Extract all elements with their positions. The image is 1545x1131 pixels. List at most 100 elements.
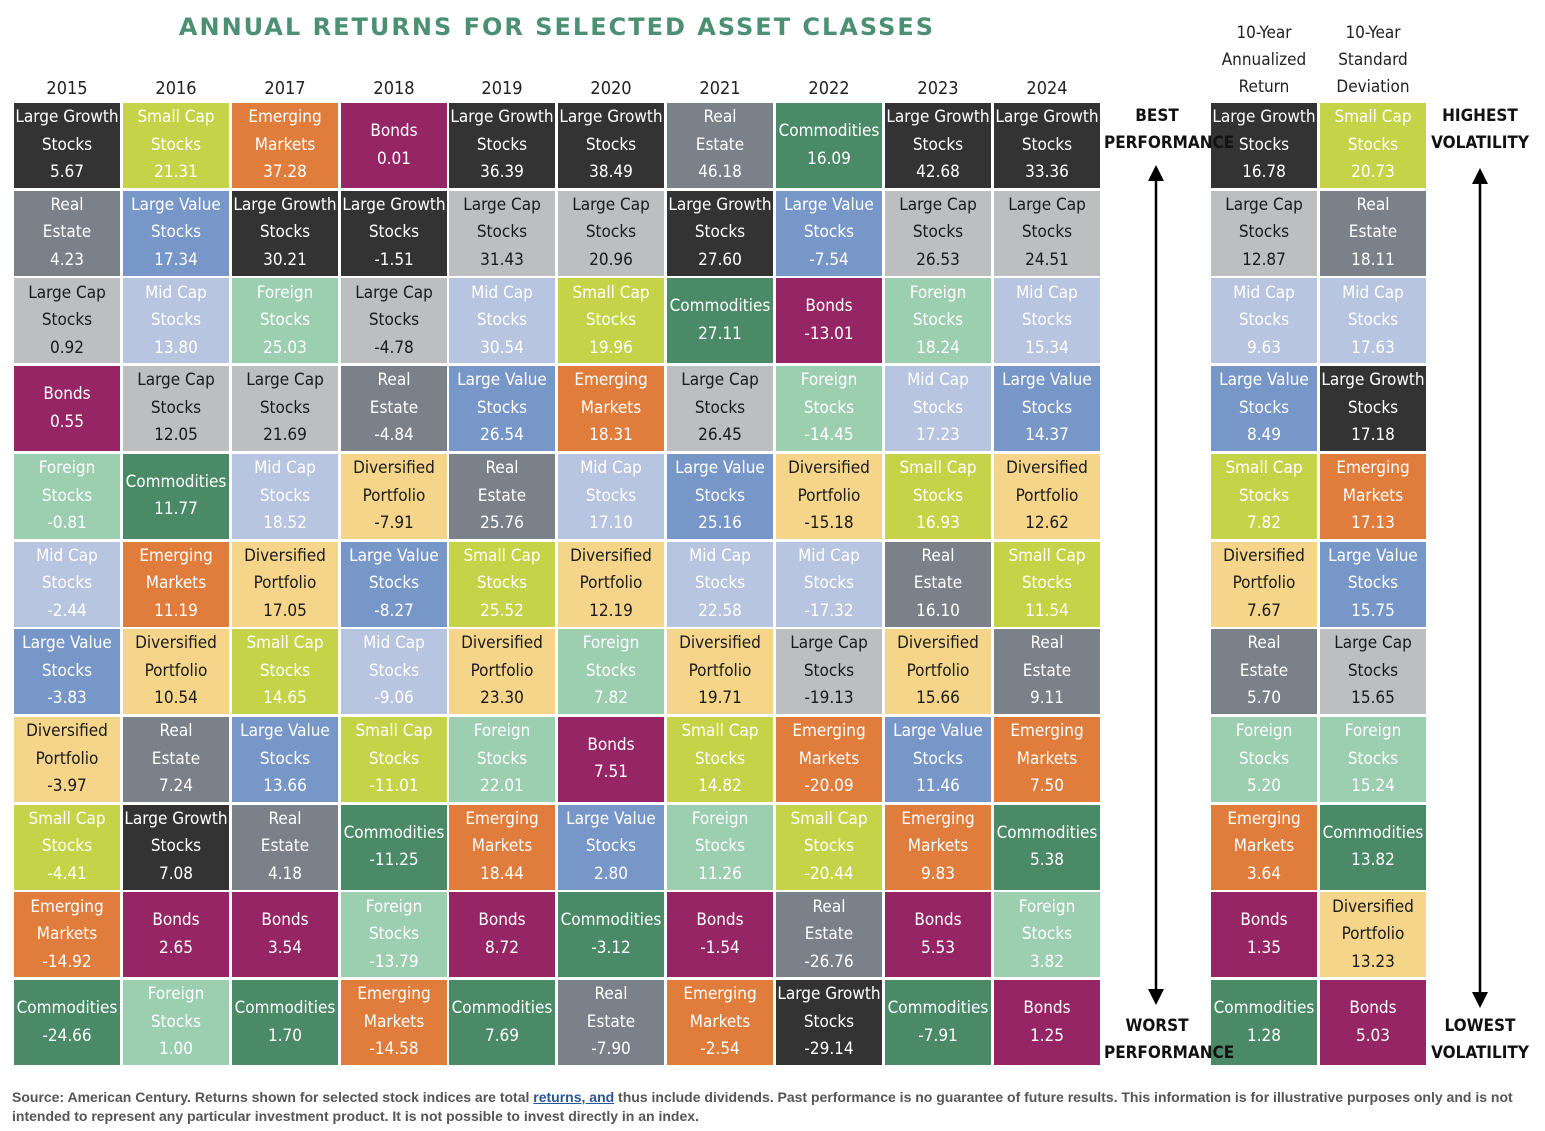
asset-label: Small Cap Stocks (463, 545, 541, 594)
return-value: 22.01 (480, 776, 524, 797)
return-value: 33.36 (1025, 162, 1069, 183)
asset-label: Large Cap Stocks (1008, 194, 1086, 243)
return-value: -4.84 (374, 425, 414, 446)
cell-2023-large-value-stocks: Large Value Stocks 11.46 (885, 716, 991, 802)
return-value: 15.66 (916, 688, 960, 709)
year-header-2024: 2024 (1026, 78, 1068, 99)
cell-2017-large-value-stocks: Large Value Stocks 13.66 (232, 716, 338, 802)
return-value: 26.54 (480, 425, 524, 446)
asset-label: Bonds (152, 910, 200, 931)
return-value: 5.70 (1246, 688, 1282, 709)
return-value: 27.60 (698, 249, 742, 270)
cell-2024-foreign-stocks: Foreign Stocks 3.82 (994, 892, 1100, 978)
return-value: 18.44 (480, 863, 524, 884)
cell-2017-emerging-markets: Emerging Markets 37.28 (232, 103, 338, 188)
return-value: -13.79 (369, 951, 419, 972)
cell-2022-bonds: Bonds -13.01 (776, 278, 882, 364)
return-value: 7.82 (1246, 513, 1282, 534)
source-prefix: Source: American Century. Returns shown … (12, 1089, 534, 1105)
asset-label: Large Value Stocks (1002, 370, 1092, 418)
asset-label: Real Estate (1022, 633, 1072, 681)
asset-label: Mid Cap Stocks (36, 545, 98, 594)
return-value: 12.05 (154, 425, 198, 446)
best-performance-label: BEST PERFORMANCE (1104, 106, 1235, 153)
return-value: 7.50 (1029, 776, 1065, 797)
summary-cell-stdev-small-cap-stocks: Small Cap Stocks 20.73 (1320, 103, 1426, 188)
return-value: 4.18 (267, 863, 303, 884)
return-value: 13.82 (1351, 850, 1395, 871)
asset-label: Large Cap Stocks (28, 282, 106, 331)
return-value: 5.38 (1029, 850, 1065, 871)
return-value: 11.77 (154, 499, 198, 520)
asset-label: Large Value Stocks (22, 633, 112, 681)
asset-label: Small Cap Stocks (681, 721, 759, 769)
asset-label: Bonds (478, 910, 526, 931)
cell-2019-real-estate: Real Estate 25.76 (449, 453, 555, 539)
cell-2021-mid-cap-stocks: Mid Cap Stocks 22.58 (667, 541, 773, 627)
cell-2022-large-value-stocks: Large Value Stocks -7.54 (776, 190, 882, 276)
cell-2023-mid-cap-stocks: Mid Cap Stocks 17.23 (885, 366, 991, 452)
asset-label: Emerging Markets (1010, 721, 1084, 769)
asset-label: Diversified Portfolio (244, 545, 326, 594)
asset-label: Bonds (587, 734, 635, 755)
asset-label: Mid Cap Stocks (471, 282, 533, 331)
return-value: -1.54 (700, 937, 740, 958)
return-value: 1.25 (1029, 1025, 1065, 1046)
return-value: 17.13 (1351, 513, 1395, 534)
asset-label: Bonds (370, 121, 418, 141)
return-value: 31.43 (480, 249, 524, 270)
asset-label: Large Cap Stocks (246, 370, 324, 418)
asset-label: Commodities (669, 296, 771, 317)
return-value: -1.51 (374, 249, 414, 270)
asset-label: Large Growth Stocks (777, 984, 881, 1032)
cell-2023-small-cap-stocks: Small Cap Stocks 16.93 (885, 453, 991, 539)
return-value: 7.08 (158, 863, 194, 884)
return-value: -7.90 (591, 1039, 631, 1060)
asset-label: Large Value Stocks (349, 545, 439, 594)
return-value: 30.54 (480, 337, 524, 358)
return-value: 7.82 (593, 688, 629, 709)
cell-2022-mid-cap-stocks: Mid Cap Stocks -17.32 (776, 541, 882, 627)
cell-2016-large-value-stocks: Large Value Stocks 17.34 (123, 190, 229, 276)
cell-2022-real-estate: Real Estate -26.76 (776, 892, 882, 978)
return-value: -3.12 (591, 937, 631, 958)
asset-label: Mid Cap Stocks (580, 458, 642, 506)
asset-label: Large Growth Stocks (450, 107, 554, 155)
summary-cell-return-diversified-portfolio: Diversified Portfolio 7.67 (1211, 541, 1317, 627)
cell-2016-emerging-markets: Emerging Markets 11.19 (123, 541, 229, 627)
asset-label: Foreign Stocks (147, 984, 205, 1032)
asset-label: Large Value Stocks (1219, 370, 1309, 418)
cell-2015-large-cap-stocks: Large Cap Stocks 0.92 (14, 278, 120, 364)
cell-2019-large-growth-stocks: Large Growth Stocks 36.39 (449, 103, 555, 188)
cell-2015-large-growth-stocks: Large Growth Stocks 5.67 (14, 103, 120, 188)
cell-2022-small-cap-stocks: Small Cap Stocks -20.44 (776, 804, 882, 890)
return-value: -7.54 (809, 249, 849, 270)
cell-2024-large-value-stocks: Large Value Stocks 14.37 (994, 366, 1100, 452)
return-value: 25.52 (480, 600, 524, 621)
return-value: 22.58 (698, 600, 742, 621)
cell-2021-small-cap-stocks: Small Cap Stocks 14.82 (667, 716, 773, 802)
return-value: 8.72 (484, 937, 520, 958)
summary-cell-stdev-emerging-markets: Emerging Markets 17.13 (1320, 453, 1426, 539)
summary-cell-return-real-estate: Real Estate 5.70 (1211, 629, 1317, 715)
return-value: 1.35 (1246, 937, 1282, 958)
cell-2019-mid-cap-stocks: Mid Cap Stocks 30.54 (449, 278, 555, 364)
asset-label: Real Estate (477, 458, 527, 506)
asset-label: Emerging Markets (248, 107, 322, 155)
return-value: -2.54 (700, 1039, 740, 1060)
asset-label: Emerging Markets (1336, 458, 1410, 506)
return-value: 0.92 (49, 337, 85, 358)
return-value: -20.09 (804, 776, 854, 797)
return-value: 7.67 (1246, 600, 1282, 621)
return-value: 5.67 (49, 162, 85, 183)
asset-label: Small Cap Stocks (137, 107, 215, 155)
cell-2018-small-cap-stocks: Small Cap Stocks -11.01 (341, 716, 447, 802)
source-link[interactable]: returns, and (533, 1089, 615, 1105)
return-value: 42.68 (916, 162, 960, 183)
summary-header-standard-deviation: 10-Year Standard Deviation (1336, 23, 1410, 97)
return-value: 16.09 (807, 148, 851, 169)
summary-cell-return-large-cap-stocks: Large Cap Stocks 12.87 (1211, 190, 1317, 276)
cell-2019-large-cap-stocks: Large Cap Stocks 31.43 (449, 190, 555, 276)
cell-2019-diversified-portfolio: Diversified Portfolio 23.30 (449, 629, 555, 715)
return-value: 11.54 (1025, 600, 1069, 621)
